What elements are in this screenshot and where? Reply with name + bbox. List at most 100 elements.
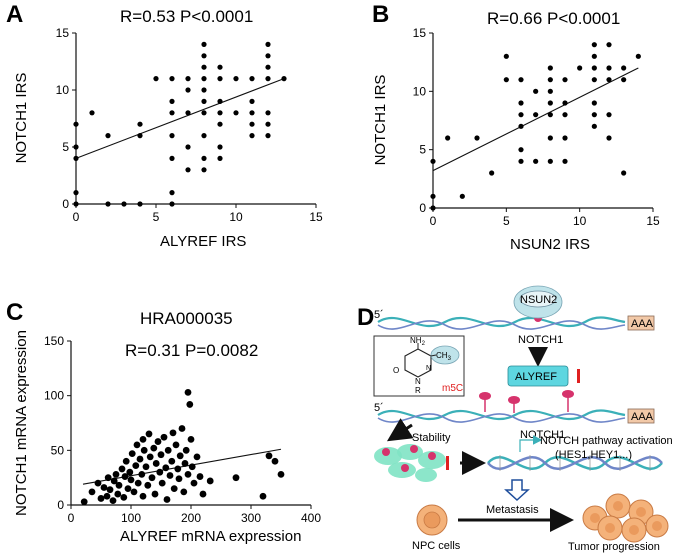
data-point bbox=[249, 76, 255, 82]
data-point bbox=[73, 201, 79, 207]
data-point bbox=[503, 77, 509, 83]
data-point bbox=[121, 473, 129, 480]
data-point bbox=[217, 76, 223, 82]
data-point bbox=[201, 41, 207, 48]
data-point bbox=[591, 53, 597, 59]
m5c-structure: NH2 CH3 O N N R m5C bbox=[373, 335, 465, 397]
mrna-bottom: 5´ AAA NOTCH1 bbox=[374, 390, 655, 441]
data-point bbox=[503, 53, 509, 59]
data-point bbox=[249, 121, 255, 127]
data-point bbox=[265, 76, 271, 82]
y-tick-label: 10 bbox=[413, 84, 427, 98]
panel-letter-a: A bbox=[6, 1, 23, 28]
data-point bbox=[201, 110, 207, 116]
data-point bbox=[217, 155, 223, 161]
data-point bbox=[132, 462, 140, 470]
alyref-reader: ALYREF bbox=[507, 365, 580, 387]
data-point bbox=[217, 64, 223, 70]
data-point bbox=[144, 481, 152, 489]
data-point bbox=[182, 446, 190, 454]
y-tick-label: 5 bbox=[419, 143, 426, 157]
data-point bbox=[249, 98, 255, 104]
data-point bbox=[591, 42, 597, 48]
data-point bbox=[73, 121, 79, 127]
data-point bbox=[547, 112, 553, 118]
data-point bbox=[140, 446, 148, 454]
data-point bbox=[533, 112, 539, 118]
data-point bbox=[430, 193, 436, 199]
data-point bbox=[73, 144, 79, 150]
regression-line-b bbox=[432, 67, 639, 172]
data-point bbox=[169, 133, 175, 139]
data-point bbox=[88, 488, 96, 496]
data-point bbox=[233, 110, 239, 116]
ring-nitrogen-label: N bbox=[426, 365, 431, 372]
panel-d: D 5´ AAA NSUN2 NOTCH1 NH2 CH3 O bbox=[357, 285, 673, 553]
data-point bbox=[153, 76, 159, 82]
x-tick-label: 15 bbox=[646, 214, 660, 228]
data-point bbox=[591, 123, 597, 129]
data-point bbox=[265, 53, 271, 59]
data-point bbox=[137, 121, 143, 127]
data-point bbox=[606, 135, 612, 141]
data-point bbox=[145, 430, 153, 438]
data-point bbox=[547, 158, 553, 164]
notch1-label-bottom: NOTCH1 bbox=[520, 429, 565, 441]
nsun2-label: NSUN2 bbox=[520, 294, 557, 306]
data-point bbox=[127, 476, 135, 484]
data-point bbox=[185, 144, 191, 150]
polya-label-bottom: AAA bbox=[631, 411, 654, 423]
data-point bbox=[277, 470, 285, 478]
data-point bbox=[217, 110, 223, 116]
panel-letter-d: D bbox=[357, 304, 374, 331]
tumor-cell-cluster bbox=[582, 493, 669, 543]
y-tick-label: 0 bbox=[57, 498, 64, 512]
nsun2-writer: NSUN2 bbox=[513, 285, 563, 319]
data-point bbox=[164, 446, 172, 454]
y-tick-label: 150 bbox=[44, 334, 64, 348]
data-point bbox=[94, 479, 102, 487]
panel-letter-c: C bbox=[6, 299, 23, 326]
data-point bbox=[591, 77, 597, 83]
data-point bbox=[168, 457, 176, 465]
data-point bbox=[547, 88, 553, 94]
stabilized-mrna-cluster bbox=[374, 444, 449, 482]
x-axis-title-b: NSUN2 IRS bbox=[510, 236, 590, 253]
data-point bbox=[137, 133, 143, 139]
data-point bbox=[80, 498, 88, 506]
x-tick-label: 300 bbox=[241, 511, 261, 525]
data-point bbox=[122, 457, 130, 465]
data-point bbox=[181, 460, 189, 467]
data-point bbox=[459, 193, 465, 199]
five-prime-bottom: 5´ bbox=[374, 402, 384, 414]
panel-letter-b: B bbox=[372, 1, 389, 28]
data-point bbox=[233, 76, 239, 82]
y-tick-label: 10 bbox=[56, 83, 70, 97]
scatter-chart-b: 0 5 10 15 0 5 10 15 NSUN2 IRS NOTCH1 IRS bbox=[372, 26, 660, 253]
data-point bbox=[201, 76, 207, 82]
data-point bbox=[591, 65, 597, 71]
data-point bbox=[152, 460, 160, 467]
data-point bbox=[154, 438, 162, 445]
data-point bbox=[190, 479, 198, 487]
data-point bbox=[518, 123, 524, 129]
polya-tail-top bbox=[627, 315, 655, 331]
x-tick-label: 5 bbox=[503, 214, 510, 228]
nh2-label: NH2 bbox=[410, 336, 426, 347]
data-point bbox=[133, 441, 141, 449]
y-tick-label: 50 bbox=[51, 443, 65, 457]
data-point bbox=[166, 472, 174, 479]
data-point bbox=[160, 433, 168, 441]
data-point bbox=[103, 492, 111, 500]
oxygen-label: O bbox=[393, 366, 399, 375]
x-tick-label: 200 bbox=[181, 511, 201, 525]
data-point bbox=[196, 473, 204, 480]
data-point bbox=[562, 158, 568, 164]
data-point bbox=[178, 425, 186, 432]
data-point bbox=[73, 155, 79, 161]
nitrogen-label: N bbox=[415, 377, 421, 386]
data-point bbox=[169, 190, 175, 196]
data-point bbox=[105, 133, 111, 139]
data-point bbox=[146, 453, 154, 461]
